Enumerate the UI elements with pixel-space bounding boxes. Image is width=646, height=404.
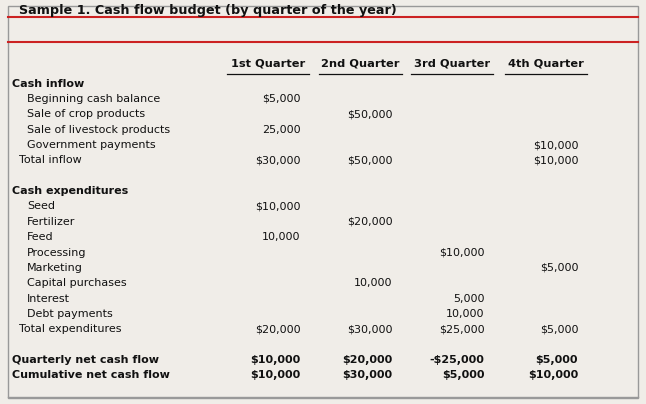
- Text: Quarterly net cash flow: Quarterly net cash flow: [12, 355, 159, 365]
- Text: Government payments: Government payments: [27, 140, 156, 150]
- Text: $5,000: $5,000: [539, 324, 578, 334]
- Text: Capital purchases: Capital purchases: [27, 278, 127, 288]
- Text: Total inflow: Total inflow: [12, 156, 81, 165]
- Text: $10,000: $10,000: [255, 202, 300, 211]
- Text: 3rd Quarter: 3rd Quarter: [414, 59, 490, 69]
- Text: Marketing: Marketing: [27, 263, 83, 273]
- Text: $10,000: $10,000: [250, 370, 300, 380]
- Text: $20,000: $20,000: [347, 217, 393, 227]
- Text: $30,000: $30,000: [342, 370, 393, 380]
- Text: $50,000: $50,000: [348, 156, 393, 165]
- Text: $5,000: $5,000: [539, 263, 578, 273]
- Text: $10,000: $10,000: [250, 355, 300, 365]
- Text: $5,000: $5,000: [442, 370, 484, 380]
- Text: $30,000: $30,000: [348, 324, 393, 334]
- Text: Beginning cash balance: Beginning cash balance: [27, 94, 160, 104]
- Text: 10,000: 10,000: [262, 232, 300, 242]
- Text: Sale of livestock products: Sale of livestock products: [27, 125, 171, 135]
- Text: Cash inflow: Cash inflow: [12, 79, 84, 88]
- Text: Fertilizer: Fertilizer: [27, 217, 76, 227]
- Text: $10,000: $10,000: [439, 248, 484, 257]
- Text: Debt payments: Debt payments: [27, 309, 113, 319]
- Text: $20,000: $20,000: [255, 324, 300, 334]
- Text: $20,000: $20,000: [342, 355, 393, 365]
- Text: $50,000: $50,000: [348, 109, 393, 119]
- Text: $10,000: $10,000: [533, 156, 578, 165]
- Text: 2nd Quarter: 2nd Quarter: [321, 59, 400, 69]
- Text: $25,000: $25,000: [439, 324, 484, 334]
- Text: $5,000: $5,000: [536, 355, 578, 365]
- Text: 10,000: 10,000: [354, 278, 393, 288]
- Text: 4th Quarter: 4th Quarter: [508, 59, 584, 69]
- Text: Processing: Processing: [27, 248, 87, 257]
- Text: -$25,000: -$25,000: [430, 355, 484, 365]
- Text: $10,000: $10,000: [528, 370, 578, 380]
- Text: 25,000: 25,000: [262, 125, 300, 135]
- Text: Sale of crop products: Sale of crop products: [27, 109, 145, 119]
- Text: Sample 1. Cash flow budget (by quarter of the year): Sample 1. Cash flow budget (by quarter o…: [19, 4, 397, 17]
- Text: $30,000: $30,000: [255, 156, 300, 165]
- Text: Interest: Interest: [27, 294, 70, 303]
- Text: 5,000: 5,000: [453, 294, 484, 303]
- Text: $10,000: $10,000: [533, 140, 578, 150]
- Text: 10,000: 10,000: [446, 309, 484, 319]
- Text: $5,000: $5,000: [262, 94, 300, 104]
- Text: Seed: Seed: [27, 202, 55, 211]
- Text: 1st Quarter: 1st Quarter: [231, 59, 305, 69]
- Text: Feed: Feed: [27, 232, 54, 242]
- Text: Total expenditures: Total expenditures: [12, 324, 121, 334]
- Text: Cumulative net cash flow: Cumulative net cash flow: [12, 370, 169, 380]
- Text: Cash expenditures: Cash expenditures: [12, 186, 128, 196]
